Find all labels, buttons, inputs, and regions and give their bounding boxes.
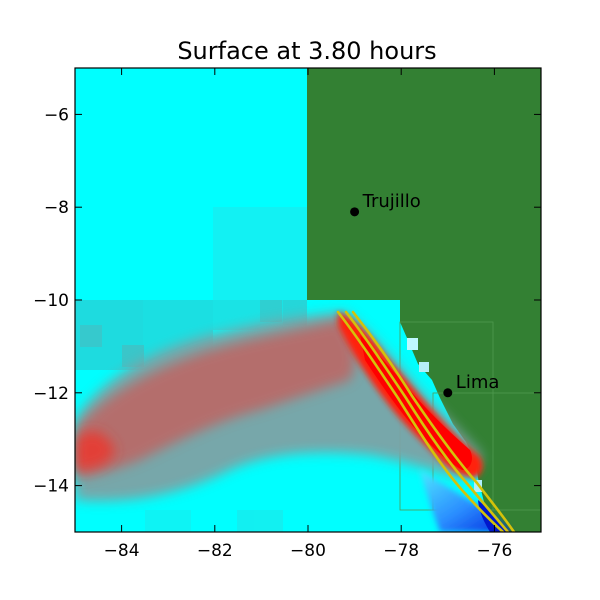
- contour-lines: [336, 310, 516, 532]
- x-tick-label: −76: [476, 541, 512, 561]
- label-trujillo: Trujillo: [362, 191, 421, 212]
- marker-trujillo: [350, 207, 360, 217]
- x-tick-label: −84: [104, 541, 140, 561]
- y-tick-label: −14: [33, 477, 69, 497]
- plot-title: Surface at 3.80 hours: [177, 37, 436, 65]
- x-axis: −84 −82 −80 −78 −76: [104, 68, 512, 561]
- y-tick-label: −6: [44, 105, 69, 125]
- y-tick-label: −10: [33, 291, 69, 311]
- x-tick-label: −80: [290, 541, 326, 561]
- y-tick-label: −8: [44, 198, 69, 218]
- label-lima: Lima: [456, 372, 500, 393]
- places-layer: Trujillo Lima: [350, 191, 500, 398]
- map-plot-area: Trujillo Lima: [75, 68, 541, 532]
- x-tick-label: −82: [197, 541, 233, 561]
- land-region: [307, 68, 541, 532]
- x-tick-label: −78: [383, 541, 419, 561]
- marker-lima: [443, 388, 453, 398]
- y-tick-label: −12: [33, 384, 69, 404]
- y-axis: −6 −8 −10 −12 −14: [33, 105, 541, 497]
